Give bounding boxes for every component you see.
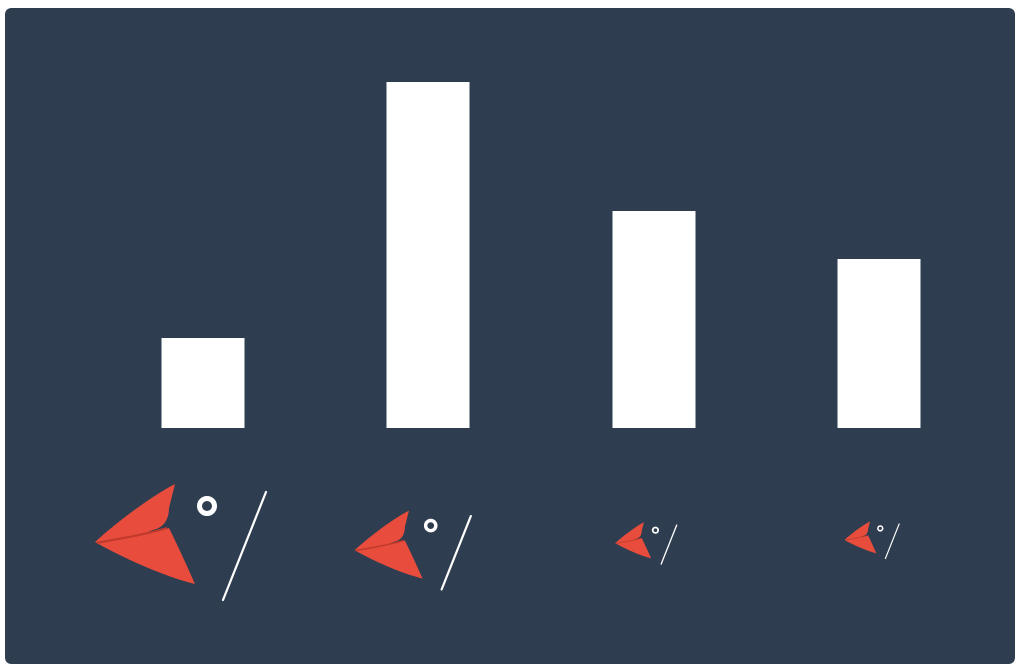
bars-group [161,82,921,428]
bar-chart [5,8,1015,664]
eye-circle [651,526,660,534]
lower-beak-shape [844,535,877,554]
bar-beak-small [612,211,696,428]
upper-beak-shape [354,510,409,551]
beak-seam-line [615,537,642,544]
eye-circle [197,496,217,516]
lower-beak-shape [615,538,652,559]
bar-beak-large [161,338,245,428]
lower-beak-shape [95,528,195,584]
slash-line [221,490,268,602]
bird-beak-icon [95,484,268,602]
upper-beak-shape [615,522,644,544]
chart-background [5,8,1015,664]
bar-beak-medium-large [386,82,470,428]
bar-beak-tiny [837,259,921,428]
chart-panel [5,8,1015,664]
category-icons-group [95,484,900,602]
upper-beak-shape [95,484,175,542]
beak-seam-line [96,527,168,544]
beak-seam-line [355,539,404,552]
eye-circle [877,525,884,532]
bird-beak-icon [615,522,678,565]
lower-beak-shape [354,540,423,579]
beak-seam-line [845,535,868,541]
eye-circle [423,518,438,533]
slash-line [660,524,678,565]
upper-beak-shape [844,521,871,540]
slash-line [440,514,472,591]
bird-beak-icon [354,510,472,591]
bird-beak-icon [844,521,900,560]
slash-line [884,523,900,560]
